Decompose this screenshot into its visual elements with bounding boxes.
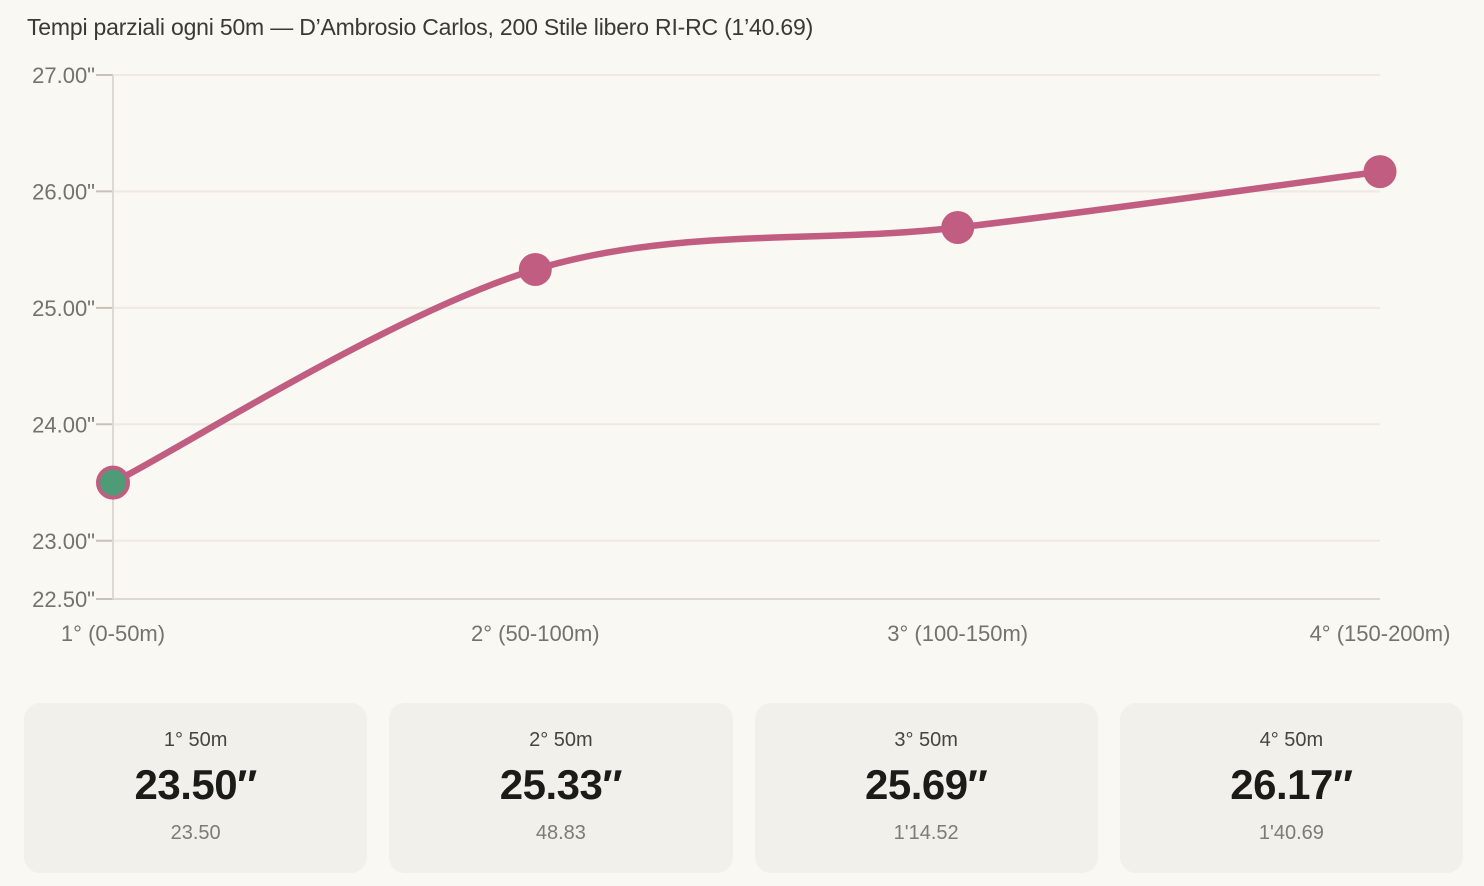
data-point-4[interactable] — [1363, 155, 1397, 189]
split-card-label: 1° 50m — [163, 729, 228, 751]
y-axis-label: 22.50" — [32, 587, 95, 612]
split-card-cumulative: 23.50 — [170, 822, 221, 844]
series-line — [109, 168, 1384, 486]
split-cards-row: 1° 50m 23.50″ 23.50 2° 50m 25.33″ 48.83 … — [24, 703, 1463, 873]
split-card-time: 25.69″ — [865, 761, 988, 808]
y-axis-label: 24.00" — [32, 412, 95, 437]
x-axis-label: 2° (50-100m) — [471, 621, 600, 646]
split-card-1: 1° 50m 23.50″ 23.50 — [24, 703, 368, 873]
x-axis-label: 1° (0-50m) — [61, 621, 165, 646]
split-card-time: 26.17″ — [1230, 761, 1353, 808]
split-card-cumulative: 1'40.69 — [1258, 822, 1324, 844]
split-card-cumulative: 48.83 — [535, 822, 586, 844]
x-axis-label: 3° (100-150m) — [887, 621, 1028, 646]
data-point-2[interactable] — [518, 253, 552, 286]
split-card-label: 3° 50m — [894, 729, 958, 751]
split-card-2: 2° 50m 25.33″ 48.83 — [389, 703, 733, 873]
y-axis-label: 23.00" — [32, 529, 95, 554]
data-point-3[interactable] — [941, 211, 975, 244]
split-card-time: 23.50″ — [134, 761, 258, 808]
split-card-label: 2° 50m — [529, 729, 593, 751]
page-title: Tempi parziali ogni 50m — D’Ambrosio Car… — [27, 14, 814, 40]
split-card-4: 4° 50m 26.17″ 1'40.69 — [1119, 703, 1463, 873]
split-card-cumulative: 1'14.52 — [893, 822, 959, 844]
split-card-time: 25.33″ — [499, 761, 623, 808]
y-axis-label: 27.00" — [32, 63, 95, 88]
y-axis-label: 25.00" — [32, 296, 95, 321]
data-point-1[interactable] — [96, 465, 130, 500]
splits-line-chart: 27.00" 26.00" 25.00" 24.00" 23.00" 22.50" 1° (… — [32, 63, 1451, 646]
split-card-3: 3° 50m 25.69″ 1'14.52 — [754, 703, 1098, 873]
split-card-label: 4° 50m — [1259, 729, 1324, 751]
y-axis-label: 26.00" — [32, 179, 95, 204]
x-axis-label: 4° (150-200m) — [1310, 621, 1451, 646]
